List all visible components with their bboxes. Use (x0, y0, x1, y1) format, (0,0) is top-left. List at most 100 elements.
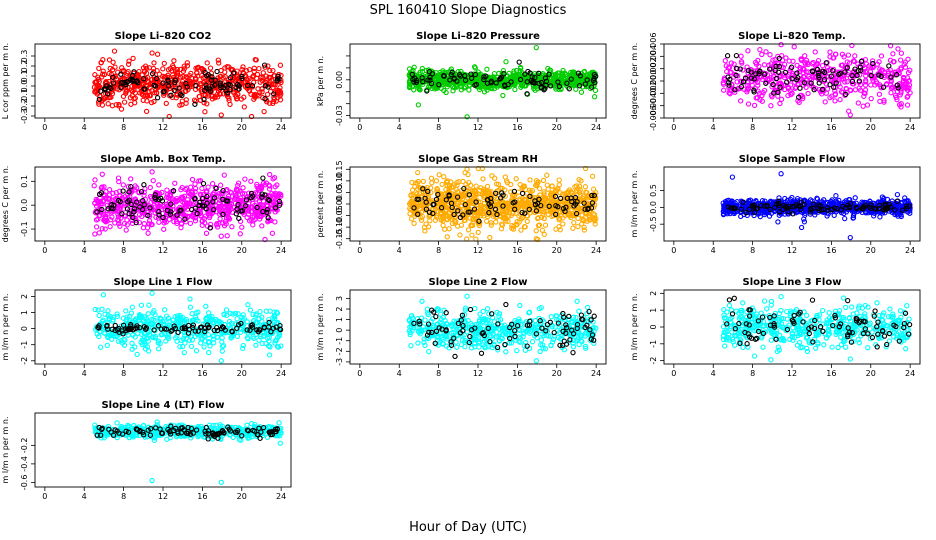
data-point-black (771, 90, 777, 96)
x-tick-label: 0 (42, 123, 47, 132)
data-point-outlier (729, 174, 736, 180)
y-tick-label: -0.03 (335, 105, 344, 126)
data-point (857, 87, 864, 93)
data-point (214, 92, 220, 98)
plot-frame (663, 43, 921, 119)
data-point (837, 96, 843, 103)
data-point (411, 87, 417, 93)
data-point (539, 227, 546, 233)
data-point-black (821, 77, 828, 83)
x-tick-label: 20 (866, 123, 876, 132)
data-point-black (94, 209, 100, 215)
data-point (92, 231, 98, 237)
data-point (113, 190, 119, 196)
data-point (876, 59, 882, 65)
data-point (871, 63, 877, 70)
data-point-black (272, 205, 279, 211)
x-tick-label: 20 (552, 246, 562, 255)
data-point-black (880, 84, 887, 90)
y-axis-label: percent per m n. (316, 171, 325, 238)
data-point (522, 74, 528, 81)
data-point-black (542, 75, 549, 81)
data-point-black (96, 96, 103, 103)
data-point-black (737, 66, 743, 72)
data-point (545, 186, 551, 192)
data-point-black (823, 60, 829, 66)
data-point-black (133, 199, 140, 205)
data-point-black (194, 210, 200, 217)
data-point (855, 100, 861, 106)
data-point-black (239, 208, 246, 214)
data-point (109, 103, 116, 109)
data-point-black (179, 92, 185, 99)
data-point (209, 181, 216, 187)
data-point-black (498, 74, 505, 80)
data-point-black (529, 79, 535, 86)
data-point (484, 66, 490, 72)
data-point-black (137, 204, 143, 210)
data-point (759, 51, 765, 58)
data-point (186, 72, 193, 79)
data-point (120, 182, 126, 188)
data-point (167, 195, 173, 202)
data-point-black (235, 201, 241, 208)
data-point (109, 67, 116, 73)
data-point (151, 60, 157, 66)
data-point (876, 91, 883, 97)
data-point-black (557, 195, 564, 202)
data-point-black (796, 94, 802, 100)
data-point-black (262, 192, 268, 198)
data-point (877, 214, 883, 220)
data-point (99, 74, 105, 80)
data-point-black (473, 81, 480, 88)
data-point (441, 174, 447, 180)
data-point (256, 187, 262, 193)
data-point (760, 90, 766, 96)
data-point-black (210, 207, 217, 213)
data-point (157, 204, 163, 210)
data-point-black (152, 83, 159, 89)
data-point-black (227, 87, 233, 93)
data-point-black (174, 212, 180, 218)
data-point (260, 70, 266, 76)
data-point (556, 177, 562, 183)
data-point-black (168, 201, 174, 207)
data-point (161, 226, 167, 232)
data-point (500, 92, 506, 99)
data-point-black (516, 59, 522, 65)
data-point-black (588, 84, 595, 90)
data-point (257, 79, 263, 85)
data-point (154, 51, 161, 57)
data-point (216, 60, 222, 66)
data-point (897, 92, 903, 98)
data-point (267, 79, 273, 85)
data-point-black (149, 71, 156, 77)
data-point (240, 185, 246, 191)
data-point (92, 89, 98, 95)
data-point (174, 69, 180, 76)
data-point (101, 184, 107, 190)
x-tick-label: 24 (591, 246, 601, 255)
x-tick-label: 24 (905, 123, 915, 132)
data-point (238, 197, 244, 204)
data-point (727, 87, 733, 93)
data-point (234, 96, 240, 102)
data-point (803, 84, 809, 91)
data-point-black (821, 69, 828, 76)
data-point (121, 68, 127, 74)
data-point (207, 65, 214, 71)
data-point (838, 62, 845, 68)
x-tick-label: 0 (671, 123, 676, 132)
data-point (143, 108, 150, 115)
data-point (537, 185, 543, 192)
data-point-black (199, 195, 206, 202)
data-point (895, 46, 901, 52)
data-point (272, 184, 278, 190)
data-point-black (441, 73, 447, 79)
data-point (128, 176, 134, 182)
data-point (745, 85, 752, 91)
data-point-black (170, 188, 177, 194)
data-point (757, 46, 763, 53)
data-point (145, 230, 151, 236)
data-point-black (776, 55, 782, 62)
